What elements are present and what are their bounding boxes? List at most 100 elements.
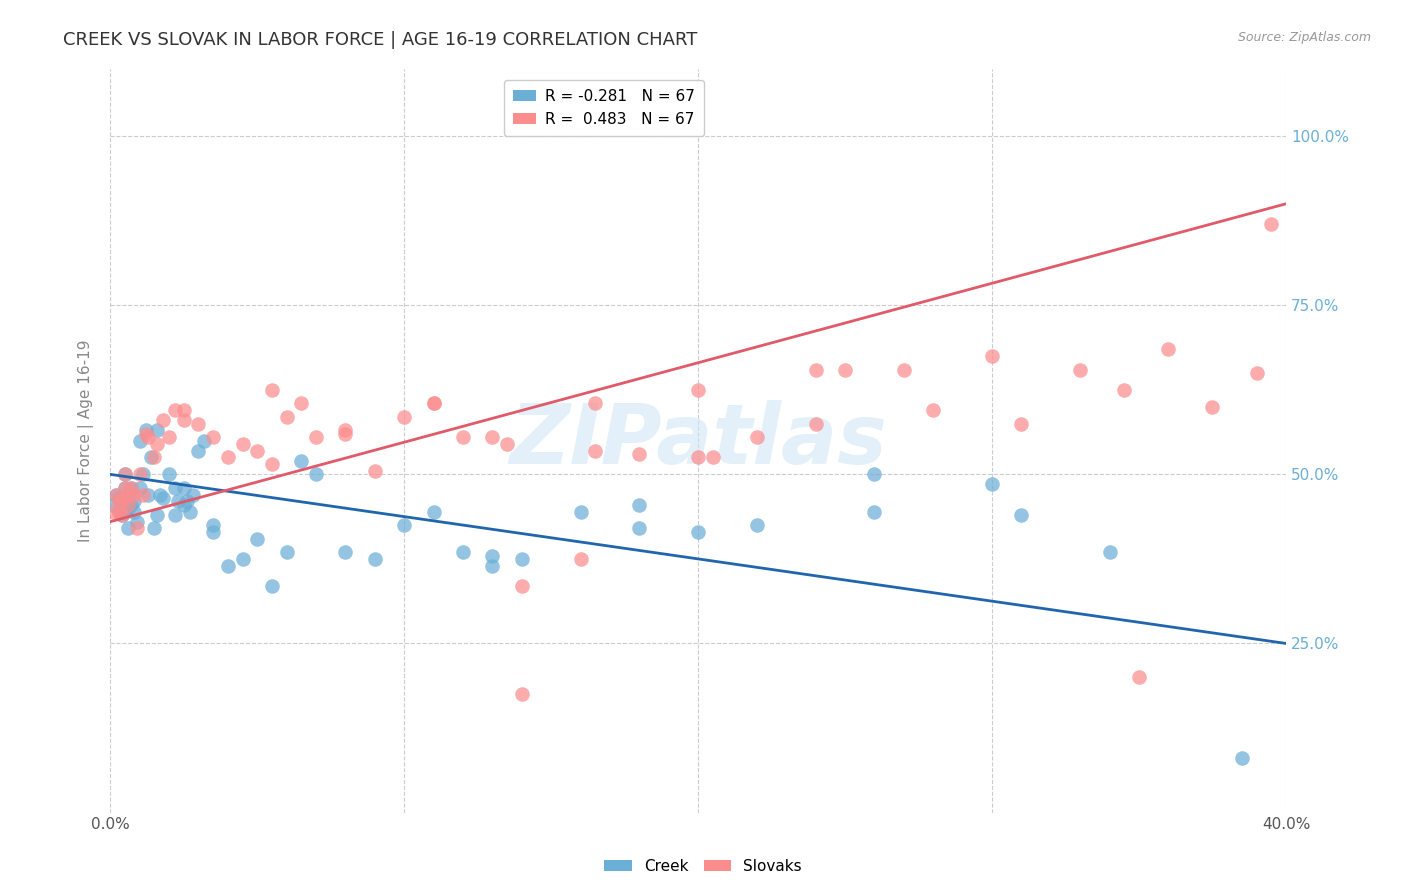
Point — [117, 488, 139, 502]
Point — [202, 518, 225, 533]
Point — [392, 409, 415, 424]
Point — [231, 437, 253, 451]
Point — [146, 423, 169, 437]
Point — [688, 450, 710, 465]
Text: ZIPatlas: ZIPatlas — [509, 400, 887, 481]
Point — [628, 521, 651, 535]
Point — [688, 524, 710, 539]
Point — [114, 467, 136, 482]
Point — [120, 481, 142, 495]
Point — [193, 434, 215, 448]
Point — [128, 481, 150, 495]
Point — [163, 481, 186, 495]
Point — [569, 552, 592, 566]
Point — [364, 464, 387, 478]
Point — [335, 423, 357, 437]
Point — [122, 504, 145, 518]
Point — [422, 396, 444, 410]
Point — [128, 467, 150, 482]
Legend: R = -0.281   N = 67, R =  0.483   N = 67: R = -0.281 N = 67, R = 0.483 N = 67 — [503, 80, 704, 136]
Point — [1201, 400, 1223, 414]
Point — [1069, 362, 1091, 376]
Point — [1098, 545, 1121, 559]
Point — [202, 524, 225, 539]
Point — [173, 498, 195, 512]
Point — [101, 504, 124, 518]
Point — [108, 504, 131, 518]
Point — [125, 521, 148, 535]
Point — [108, 494, 131, 508]
Point — [260, 457, 283, 471]
Point — [1230, 751, 1253, 765]
Point — [138, 488, 160, 502]
Point — [260, 579, 283, 593]
Point — [122, 494, 145, 508]
Point — [217, 558, 239, 573]
Point — [105, 488, 128, 502]
Point — [1128, 670, 1150, 684]
Point — [922, 403, 945, 417]
Point — [804, 417, 827, 431]
Point — [745, 518, 768, 533]
Point — [510, 687, 533, 701]
Point — [114, 504, 136, 518]
Point — [125, 515, 148, 529]
Point — [128, 434, 150, 448]
Point — [583, 396, 606, 410]
Point — [335, 426, 357, 441]
Point — [187, 443, 209, 458]
Point — [117, 488, 139, 502]
Point — [451, 430, 474, 444]
Point — [111, 494, 134, 508]
Point — [143, 521, 166, 535]
Point — [688, 383, 710, 397]
Point — [141, 450, 163, 465]
Point — [246, 443, 269, 458]
Point — [981, 349, 1004, 363]
Point — [146, 437, 169, 451]
Point — [134, 423, 156, 437]
Point — [451, 545, 474, 559]
Point — [628, 498, 651, 512]
Point — [108, 491, 131, 505]
Point — [173, 481, 195, 495]
Point — [702, 450, 724, 465]
Point — [111, 508, 134, 522]
Point — [305, 430, 328, 444]
Point — [481, 558, 503, 573]
Point — [335, 545, 357, 559]
Point — [1260, 217, 1282, 231]
Point — [146, 508, 169, 522]
Point — [117, 521, 139, 535]
Point — [163, 403, 186, 417]
Point — [163, 508, 186, 522]
Point — [290, 396, 312, 410]
Point — [510, 579, 533, 593]
Point — [1010, 417, 1032, 431]
Point — [149, 488, 172, 502]
Point — [173, 403, 195, 417]
Point — [422, 504, 444, 518]
Point — [745, 430, 768, 444]
Point — [187, 417, 209, 431]
Point — [152, 413, 174, 427]
Point — [114, 481, 136, 495]
Point — [131, 467, 153, 482]
Point — [1114, 383, 1136, 397]
Point — [392, 518, 415, 533]
Point — [583, 443, 606, 458]
Point — [117, 498, 139, 512]
Point — [108, 504, 131, 518]
Point — [834, 362, 856, 376]
Point — [246, 532, 269, 546]
Text: CREEK VS SLOVAK IN LABOR FORCE | AGE 16-19 CORRELATION CHART: CREEK VS SLOVAK IN LABOR FORCE | AGE 16-… — [63, 31, 697, 49]
Point — [157, 467, 180, 482]
Point — [120, 481, 142, 495]
Point — [276, 409, 298, 424]
Point — [166, 494, 188, 508]
Point — [105, 488, 128, 502]
Point — [260, 383, 283, 397]
Point — [217, 450, 239, 465]
Point — [114, 481, 136, 495]
Point — [804, 362, 827, 376]
